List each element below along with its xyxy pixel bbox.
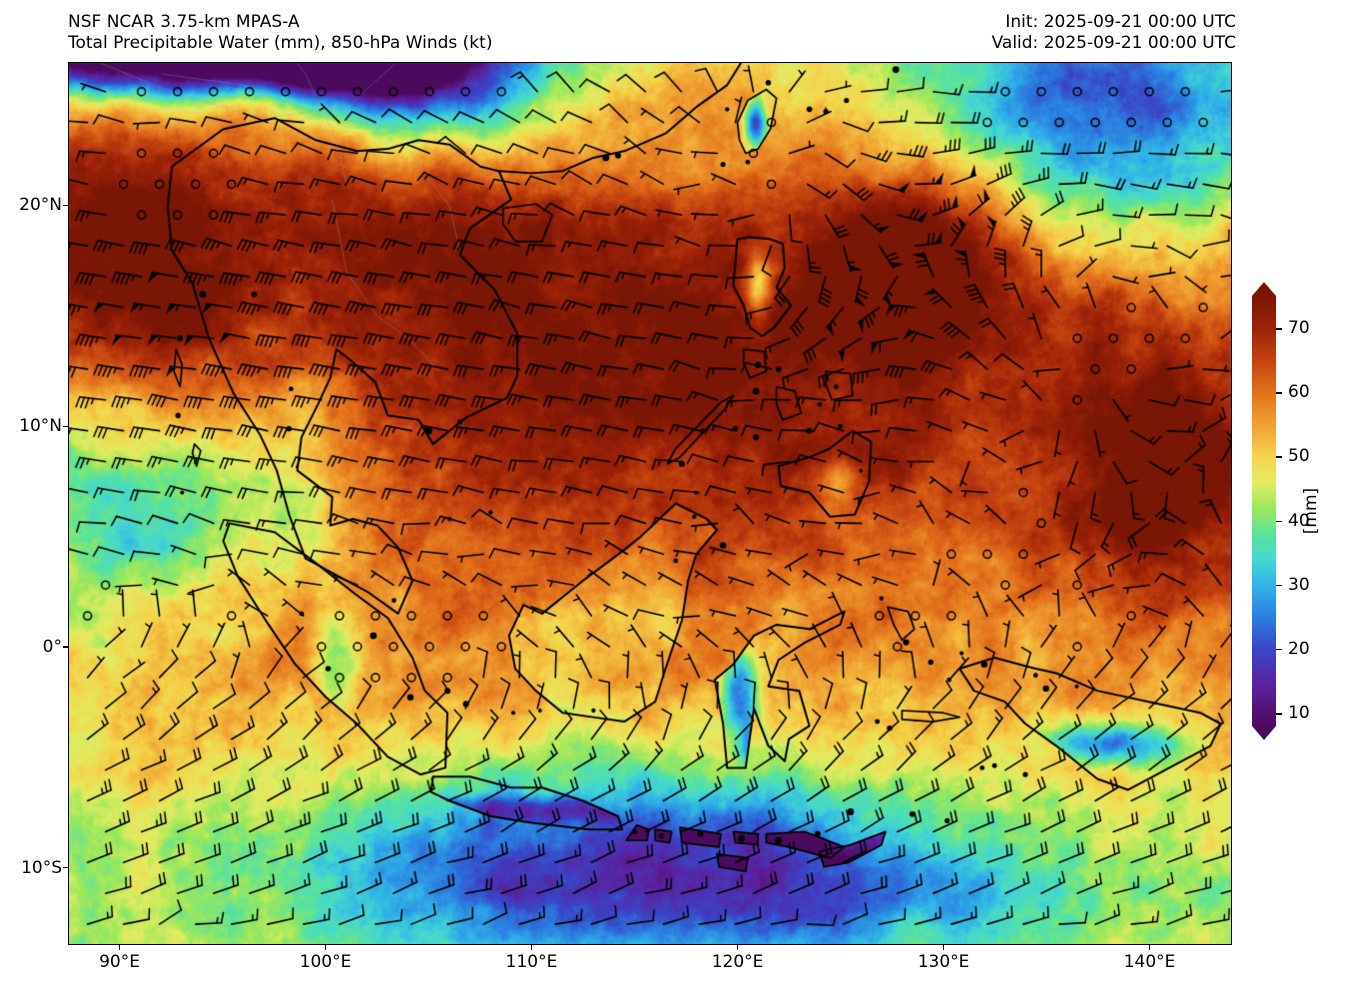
x-tick-label: 130°E (917, 952, 970, 972)
colorbar-extend-min-arrow (1252, 726, 1276, 740)
colorbar-tickmark (1276, 392, 1282, 394)
colorbar-tickmark (1276, 520, 1282, 523)
x-tickmark (324, 945, 327, 950)
colorbar-tick-label: 50 (1288, 446, 1310, 467)
y-tickmark (63, 646, 68, 648)
y-tickmark (63, 867, 68, 869)
colorbar: 10 20 30 40 50 60 70 (1252, 282, 1310, 740)
y-tickmark (63, 425, 68, 427)
colorbar-tickmark (1276, 584, 1282, 587)
valid-time: Valid: 2025-09-21 00:00 UTC (991, 33, 1236, 53)
x-tickmark (530, 945, 533, 950)
colorbar-extend-max-arrow (1252, 282, 1276, 296)
colorbar-tickmark (1276, 648, 1282, 651)
colorbar-tick-label: 70 (1288, 318, 1310, 339)
colorbar-tick-label: 40 (1288, 510, 1310, 531)
y-tick-label: 10°S (21, 857, 62, 878)
model-title: NSF NCAR 3.75-km MPAS-A (68, 12, 300, 32)
forecast-time-block: Init: 2025-09-21 00:00 UTC Valid: 2025-0… (992, 12, 1236, 54)
colorbar-tickmark (1276, 456, 1282, 458)
y-tick-label: 0° (42, 636, 62, 657)
field-title: Total Precipitable Water (mm), 850-hPa W… (68, 33, 493, 53)
colorbar-tickmark (1276, 328, 1282, 330)
colorbar-gradient (1252, 296, 1276, 726)
colorbar-tick-label: 20 (1288, 638, 1310, 659)
colorbar-tickmark (1276, 713, 1282, 715)
colorbar-unit-label: [mm] (1301, 487, 1321, 535)
colorbar-tick-label: 10 (1288, 703, 1310, 724)
map-plot-area (68, 62, 1232, 945)
x-tick-label: 100°E (299, 952, 352, 972)
x-tick-label: 140°E (1123, 952, 1176, 972)
y-tickmark (63, 204, 68, 207)
colorbar-tick-label: 30 (1288, 574, 1310, 595)
x-tick-label: 110°E (505, 952, 558, 972)
y-tick-label: 10°N (19, 416, 62, 437)
x-tick-label: 90°E (99, 952, 140, 972)
x-tickmark (942, 945, 945, 950)
chart-title-block: NSF NCAR 3.75-km MPAS-A Total Precipitab… (68, 12, 492, 54)
y-tick-label: 20°N (19, 195, 62, 216)
x-tickmark (736, 945, 739, 950)
x-tickmark (1148, 945, 1151, 950)
init-time: Init: 2025-09-21 00:00 UTC (1005, 12, 1236, 32)
colorbar-tick-label: 60 (1288, 382, 1310, 403)
x-tickmark (118, 945, 121, 950)
precipitable-water-map (69, 63, 1231, 944)
x-tick-label: 120°E (711, 952, 764, 972)
